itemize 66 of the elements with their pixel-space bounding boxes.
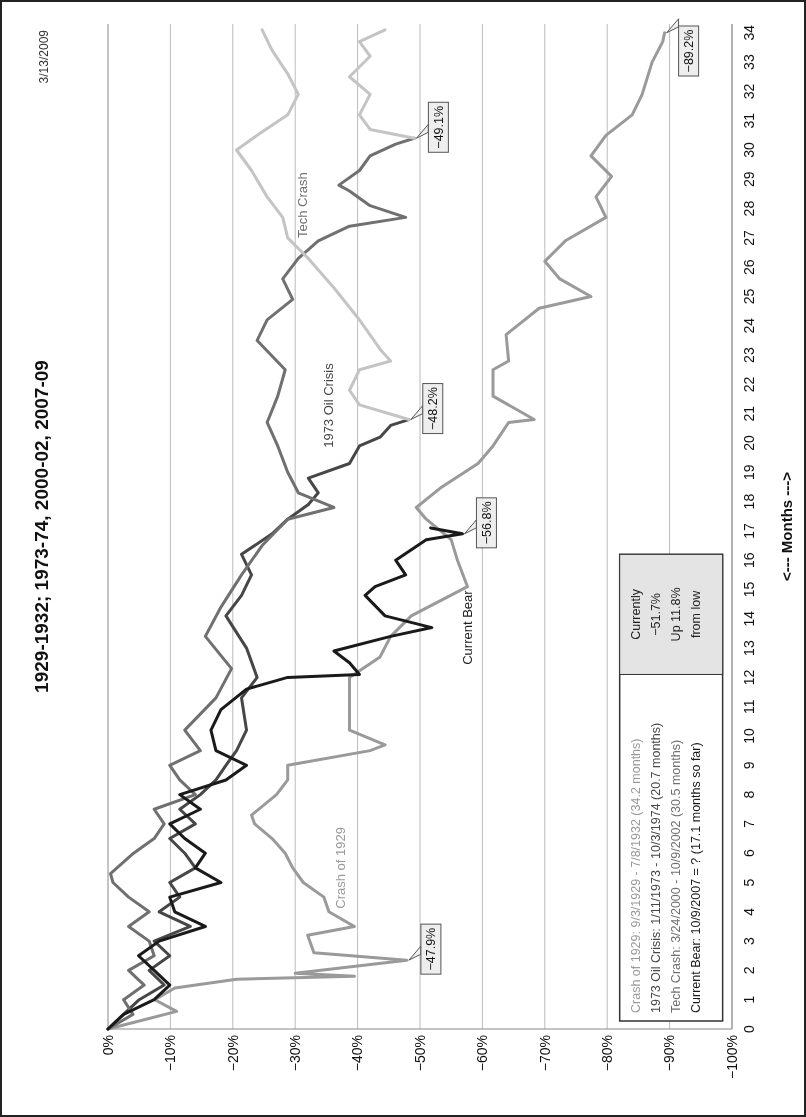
annotation: −49.1%: [431, 105, 446, 149]
x-tick-label: −30%: [287, 1035, 304, 1072]
x-tick-label: −90%: [661, 1035, 678, 1072]
y-tick-label: 11: [741, 699, 757, 714]
y-tick-label: 1: [741, 995, 757, 1004]
y-tick-label: 20: [741, 435, 757, 451]
y-tick-label: 33: [741, 54, 757, 70]
y-tick-label: 13: [741, 640, 757, 656]
y-tick-label: 21: [741, 405, 757, 422]
y-tick-label: 32: [741, 83, 757, 100]
text: 1973 Oil Crisis: [320, 362, 336, 448]
y-tick-label: 10: [741, 728, 757, 744]
y-tick-label: 14: [741, 610, 757, 627]
annotation: from low: [688, 589, 703, 639]
y-tick-label: 12: [741, 669, 757, 686]
annotation: Up 11.8%: [668, 587, 683, 642]
y-axis-title: <--- Months --->: [778, 471, 795, 582]
x-tick-label: −60%: [474, 1035, 491, 1072]
y-tick-label: 18: [741, 493, 757, 510]
y-tick-label: 5: [741, 878, 757, 887]
x-tick-label: −20%: [224, 1035, 241, 1072]
y-tick-label: 15: [741, 581, 757, 598]
annotation: −48.2%: [426, 387, 441, 430]
y-tick-label: 0: [741, 1024, 757, 1033]
x-tick-label: −10%: [162, 1035, 179, 1072]
y-tick-label: 7: [741, 819, 757, 828]
annotation: 1973 Oil Crisis: 1/11/1973 - 10/3/1974 (20.7 months): [648, 722, 663, 1013]
y-tick-label: 24: [741, 317, 757, 334]
y-tick-label: 22: [741, 376, 757, 393]
y-tick-label: 6: [741, 849, 757, 858]
annotation: −51.7%: [648, 593, 663, 636]
y-tick-label: 19: [741, 464, 757, 481]
y-tick-label: 4: [741, 907, 757, 916]
y-tick-label: 30: [741, 141, 757, 158]
y-tick-label: 8: [741, 790, 757, 799]
annotation: −89.2%: [682, 29, 697, 73]
annotation: Current Bear: 10/9/2007 = ? (17.1 months so far): [688, 742, 703, 1013]
x-tick-label: −100%: [723, 1035, 740, 1079]
y-tick-label: 16: [741, 552, 757, 568]
y-tick-label: 28: [741, 200, 757, 217]
y-tick-label: 2: [741, 966, 757, 975]
text: 3/13/2009: [37, 29, 51, 84]
y-tick-label: 17: [741, 522, 757, 539]
y-tick-label: 9: [741, 761, 757, 770]
y-tick-label: 31: [741, 112, 757, 129]
annotation: Currently: [628, 588, 643, 640]
annotation: −56.8%: [479, 501, 494, 545]
y-tick-label: 34: [741, 24, 757, 41]
x-tick-label: −40%: [349, 1035, 366, 1072]
x-tick-label: −70%: [536, 1035, 553, 1072]
y-tick-label: 26: [741, 259, 757, 275]
x-tick-label: −80%: [599, 1035, 616, 1072]
annotation: −47.9%: [424, 927, 439, 971]
annotation: Tech Crash: 3/24/2000 - 10/9/2002 (30.5 months): [668, 739, 683, 1013]
text: Current Bear: [459, 589, 475, 665]
x-tick-label: −50%: [411, 1035, 428, 1072]
y-tick-label: 27: [741, 229, 757, 246]
annotation: Crash of 1929: 9/3/1929 - 7/8/1932 (34.2 months): [628, 738, 643, 1013]
y-tick-label: 3: [741, 937, 757, 945]
text: Crash of 1929: [332, 827, 348, 909]
x-tick-label: 0%: [99, 1035, 116, 1056]
text: 1929-1932; 1973-74, 2000-02, 2007-09: [31, 360, 52, 693]
y-tick-label: 25: [741, 288, 757, 305]
text: Tech Crash: [294, 172, 310, 239]
y-tick-label: 29: [741, 171, 757, 188]
y-tick-label: 23: [741, 347, 757, 363]
